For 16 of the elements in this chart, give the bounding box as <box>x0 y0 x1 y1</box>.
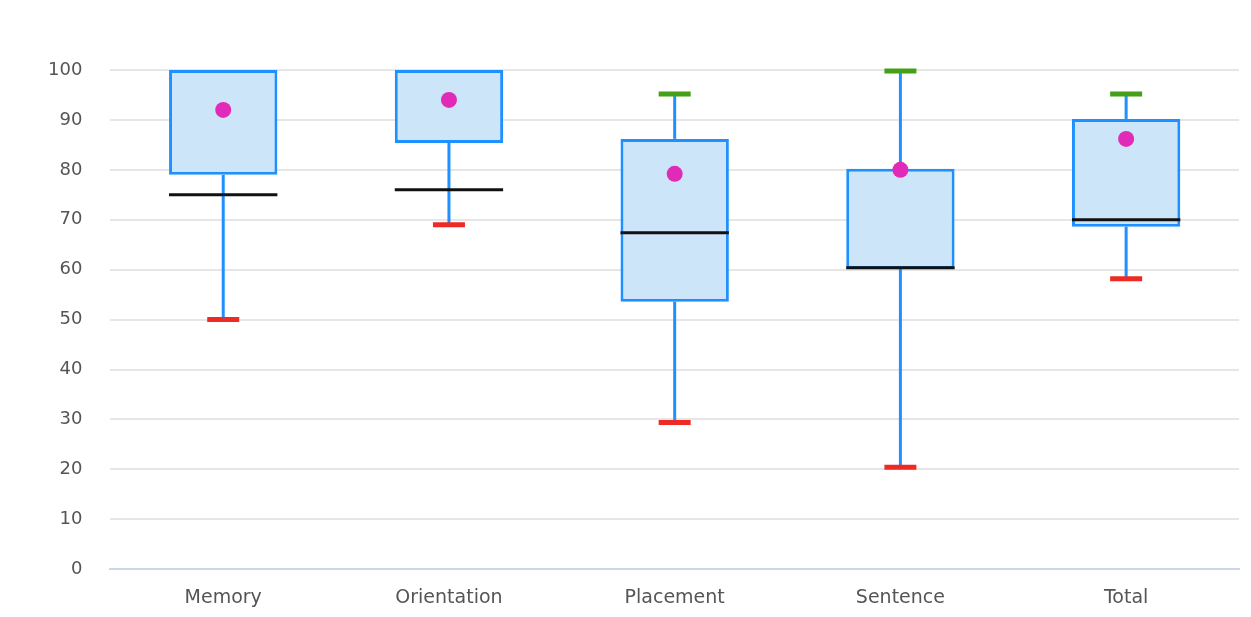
y-tick-label: 10 <box>59 506 83 528</box>
y-tick-label: 100 <box>48 57 83 79</box>
x-tick-label: Placement <box>624 584 725 607</box>
x-tick-label: Sentence <box>855 584 945 607</box>
y-tick-label: 60 <box>59 257 83 279</box>
y-tick-label: 70 <box>59 207 83 229</box>
y-tick-label: 80 <box>59 157 83 179</box>
x-tick-label: Orientation <box>395 584 503 607</box>
y-tick-label: 40 <box>59 357 83 379</box>
y-tick-label: 30 <box>59 407 83 429</box>
y-tick-label: 50 <box>59 307 83 329</box>
x-tick-label: Memory <box>184 584 262 607</box>
y-tick-label: 90 <box>59 107 83 129</box>
x-tick-label: Total <box>1102 584 1149 607</box>
y-tick-label: 0 <box>70 556 83 578</box>
y-tick-label: 20 <box>59 457 83 479</box>
